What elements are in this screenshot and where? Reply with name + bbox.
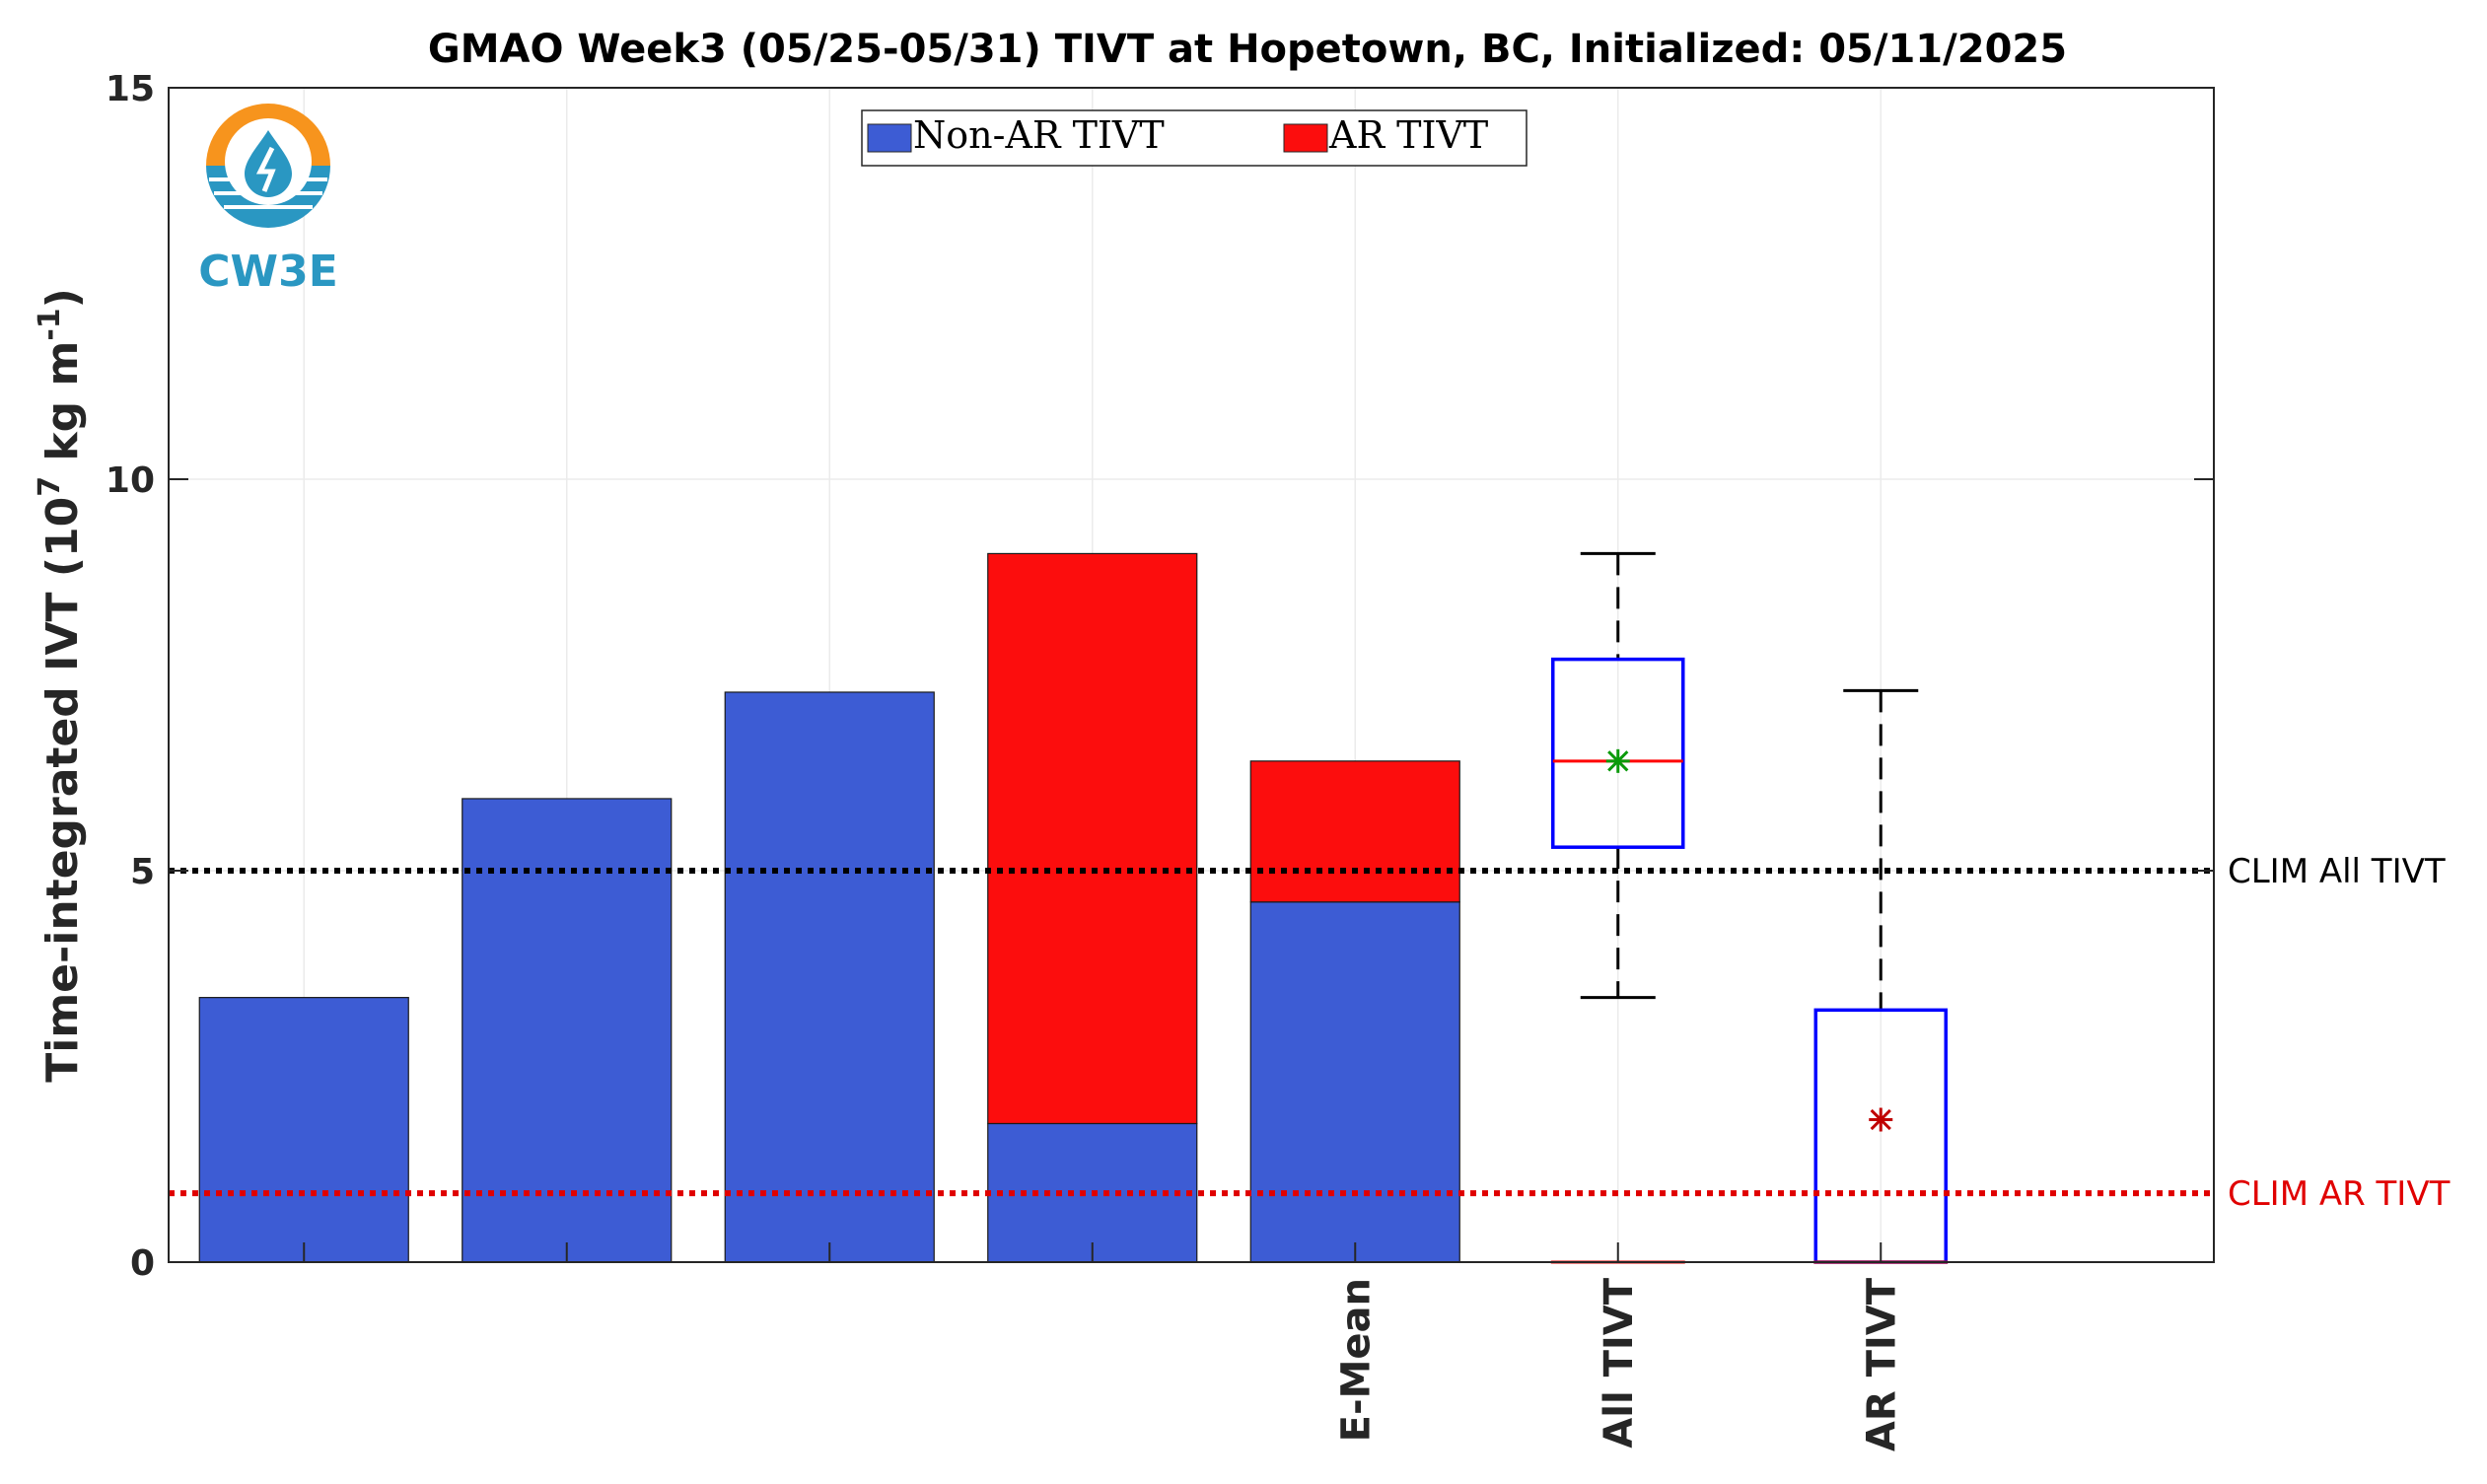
chart-title: GMAO Week3 (05/25-05/31) TIVT at Hopetow… (428, 27, 2067, 72)
legend-swatch-non-ar (867, 123, 912, 153)
legend-box (861, 109, 1528, 167)
y-tick-label: 5 (130, 852, 155, 892)
plot-frame (168, 87, 2215, 1263)
plot-area: CLIM All TIVT CLIM AR TIVT 0 5 10 15 E-Mean All… (106, 69, 2451, 1451)
box-mean-marker (1869, 1107, 1893, 1132)
x-category-label: AR TIVT (1859, 1277, 1904, 1451)
clim-ar-label: CLIM AR TIVT (2228, 1174, 2451, 1214)
bar-ar (987, 552, 1198, 1125)
mean-stroke (1607, 750, 1629, 772)
bar-non-ar (198, 997, 409, 1263)
clim-all-label: CLIM All TIVT (2228, 852, 2446, 891)
y-tick-label: 0 (130, 1243, 155, 1284)
x-category-label: E-Mean (1333, 1278, 1379, 1442)
legend-swatch-ar (1283, 123, 1328, 153)
bar-ar (1249, 760, 1460, 903)
bar-non-ar (724, 691, 935, 1263)
legend: Non-AR TIVT AR TIVT (861, 109, 1528, 167)
y-tick-label: 10 (106, 460, 155, 501)
logo-text: CW3E (198, 247, 338, 297)
bar-non-ar (1249, 901, 1460, 1263)
box (1551, 657, 1685, 849)
legend-label-non-ar: Non-AR TIVT (913, 113, 1165, 157)
legend-label-ar: AR TIVT (1328, 113, 1488, 157)
mean-stroke (1870, 1108, 1891, 1131)
logo-drop-icon (245, 130, 292, 197)
x-category-label: All TIVT (1597, 1277, 1642, 1448)
cw3e-logo: CW3E (198, 104, 338, 297)
y-tick-label: 15 (106, 69, 155, 109)
y-axis-label: Time-integrated IVT (107 kg m-1) (33, 288, 88, 1083)
box-mean-marker (1605, 748, 1630, 773)
bar-non-ar (462, 798, 673, 1263)
